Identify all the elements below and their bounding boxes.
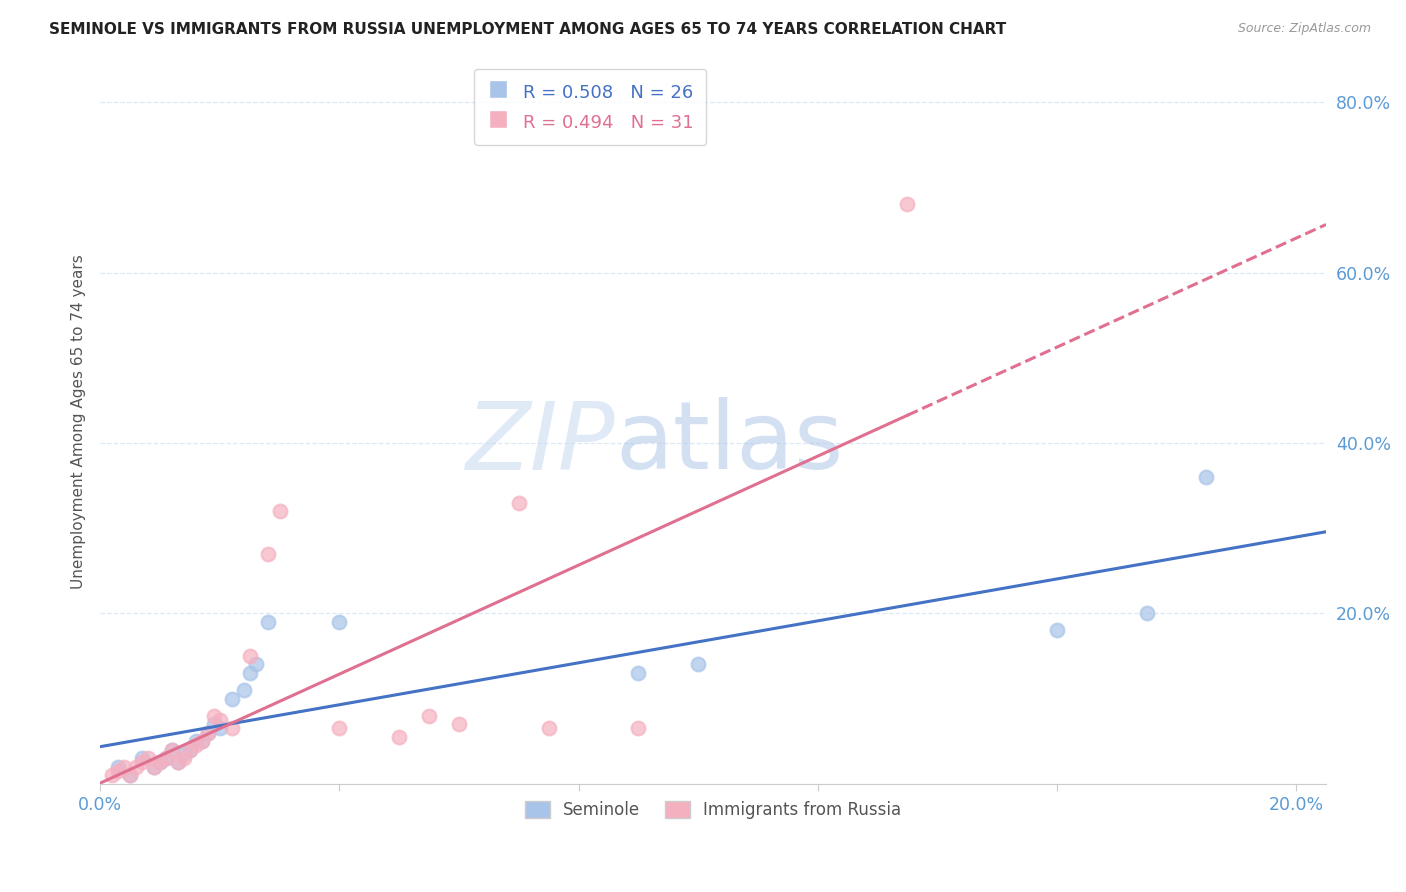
Point <box>202 708 225 723</box>
Point <box>167 756 190 770</box>
Point <box>155 751 177 765</box>
Point <box>173 747 195 761</box>
Point <box>245 657 267 672</box>
Text: SEMINOLE VS IMMIGRANTS FROM RUSSIA UNEMPLOYMENT AMONG AGES 65 TO 74 YEARS CORREL: SEMINOLE VS IMMIGRANTS FROM RUSSIA UNEMP… <box>49 22 1007 37</box>
Point <box>197 725 219 739</box>
Point <box>107 764 129 778</box>
Point <box>173 751 195 765</box>
Point <box>508 495 530 509</box>
Point <box>221 691 243 706</box>
Point <box>179 742 201 756</box>
Point <box>627 722 650 736</box>
Point <box>149 756 172 770</box>
Point <box>896 197 918 211</box>
Point <box>142 760 165 774</box>
Point <box>118 768 141 782</box>
Point <box>160 742 183 756</box>
Point <box>256 547 278 561</box>
Point <box>136 751 159 765</box>
Point <box>537 722 560 736</box>
Point <box>112 760 135 774</box>
Point <box>131 751 153 765</box>
Point <box>418 708 440 723</box>
Point <box>197 725 219 739</box>
Point <box>184 739 207 753</box>
Point <box>191 734 214 748</box>
Point <box>125 760 148 774</box>
Point <box>118 768 141 782</box>
Text: ZIP: ZIP <box>465 398 614 489</box>
Point <box>239 648 262 663</box>
Point <box>179 742 201 756</box>
Point <box>101 768 124 782</box>
Point <box>239 665 262 680</box>
Point <box>142 760 165 774</box>
Point <box>107 760 129 774</box>
Point <box>447 717 470 731</box>
Legend: Seminole, Immigrants from Russia: Seminole, Immigrants from Russia <box>517 795 908 826</box>
Point <box>160 742 183 756</box>
Point <box>208 722 231 736</box>
Point <box>149 756 172 770</box>
Point <box>208 713 231 727</box>
Y-axis label: Unemployment Among Ages 65 to 74 years: Unemployment Among Ages 65 to 74 years <box>72 254 86 589</box>
Text: Source: ZipAtlas.com: Source: ZipAtlas.com <box>1237 22 1371 36</box>
Point <box>1195 470 1218 484</box>
Point <box>184 734 207 748</box>
Point <box>131 756 153 770</box>
Point <box>221 722 243 736</box>
Point <box>627 665 650 680</box>
Point <box>167 756 190 770</box>
Point <box>688 657 710 672</box>
Point <box>155 751 177 765</box>
Point <box>269 504 291 518</box>
Point <box>232 683 254 698</box>
Point <box>256 615 278 629</box>
Point <box>202 717 225 731</box>
Point <box>191 734 214 748</box>
Point <box>328 722 350 736</box>
Point <box>1046 624 1069 638</box>
Point <box>1136 607 1159 621</box>
Text: atlas: atlas <box>614 398 844 490</box>
Point <box>328 615 350 629</box>
Point <box>388 730 411 744</box>
